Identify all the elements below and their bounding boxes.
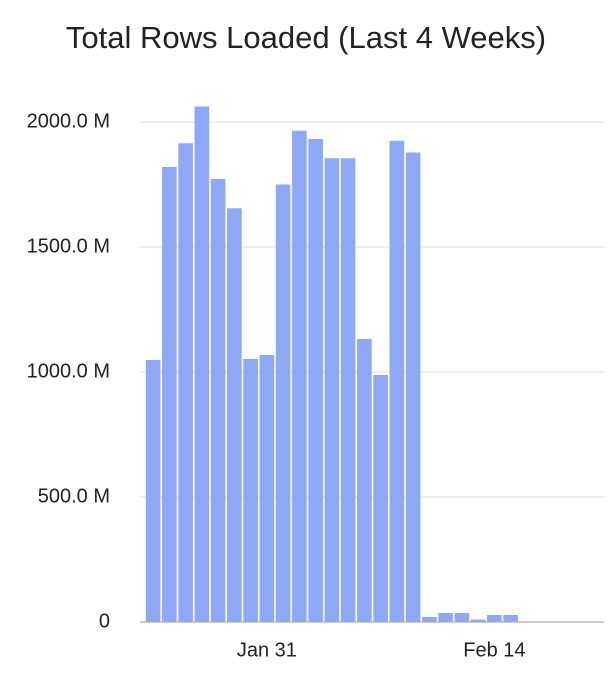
- bar: [292, 130, 307, 622]
- bar: [178, 143, 193, 622]
- bar: [324, 158, 340, 622]
- x-tick-label: Feb 14: [463, 639, 525, 661]
- y-tick-label: 0: [99, 610, 110, 632]
- bar: [259, 355, 275, 622]
- bar: [422, 617, 437, 622]
- bar: [454, 613, 470, 622]
- x-tick-label: Jan 31: [237, 639, 297, 661]
- y-tick-label: 1500.0 M: [27, 235, 110, 257]
- bar: [438, 613, 453, 622]
- bar: [470, 619, 486, 622]
- bar: [210, 179, 226, 622]
- bar: [340, 158, 356, 622]
- bar: [194, 106, 210, 622]
- y-tick-label: 500.0 M: [38, 485, 110, 507]
- bar: [243, 359, 258, 622]
- bar: [357, 339, 372, 622]
- bar: [487, 615, 502, 622]
- bar: [389, 140, 405, 622]
- bar: [405, 152, 421, 622]
- chart-title: Total Rows Loaded (Last 4 Weeks): [66, 20, 546, 55]
- bar: [503, 615, 518, 622]
- bar: [308, 139, 323, 622]
- y-tick-label: 1000.0 M: [27, 360, 110, 382]
- bar: [145, 360, 161, 622]
- y-tick-label: 2000.0 M: [27, 110, 110, 132]
- bar: [162, 167, 177, 622]
- bar: [373, 375, 388, 622]
- bar: [275, 184, 291, 622]
- bar: [227, 208, 242, 622]
